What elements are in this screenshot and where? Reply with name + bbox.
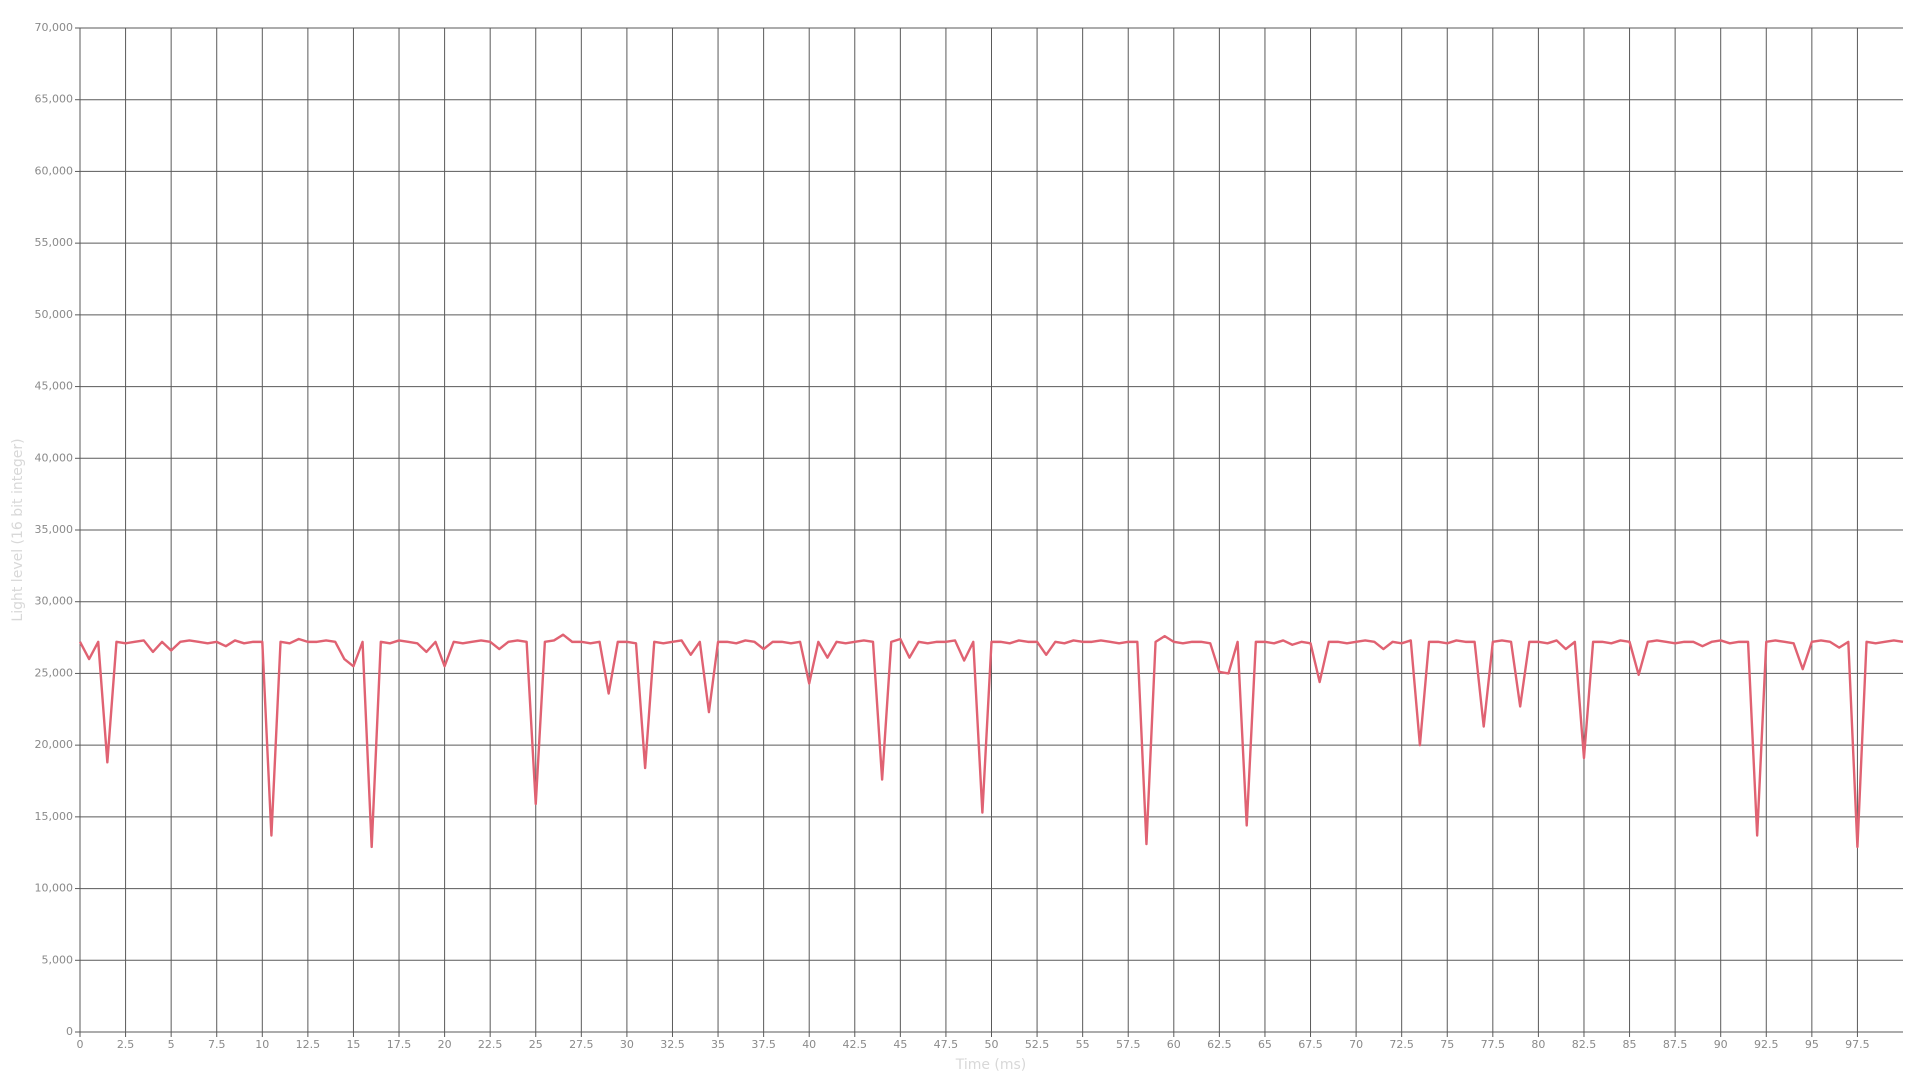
x-tick-label: 35 bbox=[711, 1038, 725, 1051]
y-tick-label: 0 bbox=[66, 1025, 73, 1038]
y-tick-label: 55,000 bbox=[35, 236, 74, 249]
x-tick-label: 70 bbox=[1349, 1038, 1363, 1051]
x-tick-label: 82.5 bbox=[1572, 1038, 1597, 1051]
y-tick-label: 40,000 bbox=[35, 451, 74, 464]
y-tick-label: 35,000 bbox=[35, 523, 74, 536]
y-tick-label: 70,000 bbox=[35, 21, 74, 34]
x-tick-label: 22.5 bbox=[478, 1038, 503, 1051]
y-tick-label: 30,000 bbox=[35, 595, 74, 608]
y-tick-label: 60,000 bbox=[35, 164, 74, 177]
x-tick-label: 90 bbox=[1714, 1038, 1728, 1051]
x-tick-label: 57.5 bbox=[1116, 1038, 1141, 1051]
x-tick-label: 55 bbox=[1076, 1038, 1090, 1051]
y-tick-label: 5,000 bbox=[42, 953, 74, 966]
x-tick-label: 45 bbox=[893, 1038, 907, 1051]
x-tick-label: 27.5 bbox=[569, 1038, 594, 1051]
data-line bbox=[78, 633, 1904, 849]
x-tick-label: 85 bbox=[1623, 1038, 1637, 1051]
x-tick-label: 0 bbox=[77, 1038, 84, 1051]
x-tick-label: 52.5 bbox=[1025, 1038, 1050, 1051]
x-axis-title: Time (ms) bbox=[955, 1057, 1027, 1073]
x-tick-label: 50 bbox=[985, 1038, 999, 1051]
x-tick-label: 75 bbox=[1440, 1038, 1454, 1051]
x-tick-label: 97.5 bbox=[1845, 1038, 1870, 1051]
x-tick-label: 2.5 bbox=[117, 1038, 135, 1051]
x-tick-label: 72.5 bbox=[1389, 1038, 1414, 1051]
x-tick-label: 60 bbox=[1167, 1038, 1181, 1051]
x-tick-label: 10 bbox=[255, 1038, 269, 1051]
x-tick-label: 65 bbox=[1258, 1038, 1272, 1051]
y-axis-title: Light level (16 bit integer) bbox=[10, 438, 26, 621]
y-tick-label: 10,000 bbox=[35, 882, 74, 895]
x-tick-label: 92.5 bbox=[1754, 1038, 1779, 1051]
x-tick-label: 20 bbox=[438, 1038, 452, 1051]
x-tick-label: 77.5 bbox=[1481, 1038, 1506, 1051]
x-tick-label: 37.5 bbox=[751, 1038, 776, 1051]
x-tick-label: 80 bbox=[1531, 1038, 1545, 1051]
x-tick-label: 12.5 bbox=[296, 1038, 321, 1051]
x-tick-label: 15 bbox=[346, 1038, 360, 1051]
y-tick-label: 65,000 bbox=[35, 93, 74, 106]
y-tick-label: 45,000 bbox=[35, 380, 74, 393]
x-tick-label: 32.5 bbox=[660, 1038, 685, 1051]
y-tick-label: 25,000 bbox=[35, 666, 74, 679]
x-tick-label: 25 bbox=[529, 1038, 543, 1051]
x-tick-label: 47.5 bbox=[934, 1038, 959, 1051]
x-tick-label: 5 bbox=[168, 1038, 175, 1051]
x-tick-label: 7.5 bbox=[208, 1038, 226, 1051]
x-tick-label: 40 bbox=[802, 1038, 816, 1051]
y-tick-label: 20,000 bbox=[35, 738, 74, 751]
y-tick-label: 50,000 bbox=[35, 308, 74, 321]
x-tick-label: 95 bbox=[1805, 1038, 1819, 1051]
x-tick-label: 30 bbox=[620, 1038, 634, 1051]
y-tick-label: 15,000 bbox=[35, 810, 74, 823]
x-tick-label: 87.5 bbox=[1663, 1038, 1688, 1051]
x-tick-label: 42.5 bbox=[843, 1038, 868, 1051]
x-tick-label: 62.5 bbox=[1207, 1038, 1232, 1051]
x-tick-label: 67.5 bbox=[1298, 1038, 1323, 1051]
x-tick-label: 17.5 bbox=[387, 1038, 412, 1051]
